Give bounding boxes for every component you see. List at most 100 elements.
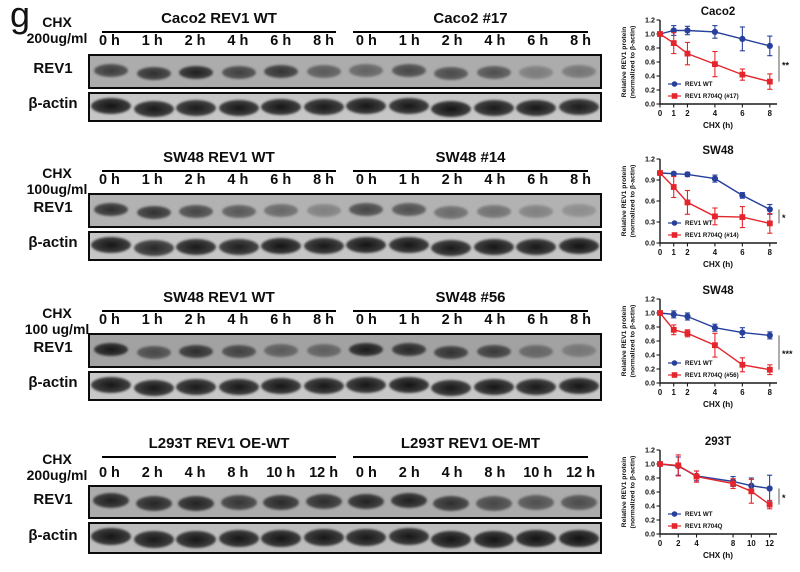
timepoint-labels: 0 h 1 h 2 h 4 h 6 h 8 h 0 h 1 h 2 h 4 h 6 h 8 h <box>88 172 602 191</box>
timepoint-label: 10 h <box>523 465 553 481</box>
protein-band <box>473 239 514 255</box>
protein-band <box>218 530 259 547</box>
protein-band <box>346 377 387 393</box>
protein-band <box>136 345 171 359</box>
protein-band <box>388 236 429 253</box>
protein-band <box>94 63 129 77</box>
protein-band <box>305 494 342 509</box>
significance-stars: ** <box>782 60 790 70</box>
timepoint-label: 4 h <box>484 172 506 188</box>
decay-chart-293t: 293T Relative REV1 protein (normalized to … <box>618 434 800 572</box>
timepoint-label: 2 h <box>441 172 463 188</box>
protein-band <box>133 100 174 117</box>
x-axis-label: CHX (h) <box>703 400 733 409</box>
blot-label-rev1: REV1 <box>33 60 73 77</box>
protein-band <box>346 237 387 253</box>
group-title: L293T REV1 OE-MT <box>400 435 541 452</box>
protein-band <box>176 379 217 395</box>
protein-band <box>261 99 302 115</box>
chx-label-line1: CHX <box>42 165 72 181</box>
data-point <box>766 485 773 492</box>
protein-band <box>261 529 302 547</box>
data-point <box>670 311 677 318</box>
y-tick-label: 0.6 <box>645 336 655 345</box>
timepoint-label: 8 h <box>227 465 249 481</box>
protein-band <box>261 238 302 254</box>
legend: REV1 WT REV1 R704Q (#56) <box>668 360 739 379</box>
protein-band <box>218 378 259 395</box>
data-point <box>766 42 773 50</box>
significance-stars: *** <box>782 349 793 359</box>
group-title: SW48 REV1 WT <box>163 149 275 166</box>
data-point <box>766 366 773 373</box>
protein-band <box>473 379 514 395</box>
data-point <box>766 206 773 213</box>
group-header-mutant: SW48 #14 <box>353 143 588 172</box>
y-axis-label-line2: (normalized to β-actin) <box>630 456 637 529</box>
protein-band <box>558 238 599 254</box>
protein-band <box>136 66 171 80</box>
data-point <box>657 170 663 176</box>
protein-band <box>179 205 214 218</box>
legend-label: REV1 R704Q (#56) <box>685 372 739 379</box>
data-point <box>739 329 746 336</box>
data-point <box>766 78 773 85</box>
blot-label-rev1: REV1 <box>33 491 73 508</box>
group-title: SW48 #14 <box>435 149 506 166</box>
y-axis-label-line2: (normalized to β-actin) <box>630 165 637 238</box>
rev1-western-blot <box>88 333 602 368</box>
protein-band <box>434 66 469 80</box>
protein-band <box>178 495 215 511</box>
protein-band <box>91 376 132 393</box>
group-header-mutant: SW48 #56 <box>353 283 588 312</box>
protein-band <box>476 345 511 358</box>
protein-band <box>91 528 132 545</box>
x-tick-label: 8 <box>731 539 736 548</box>
timepoint-label: 1 h <box>398 33 420 49</box>
x-tick-label: 8 <box>768 248 773 257</box>
group-title: SW48 REV1 WT <box>163 289 275 306</box>
significance-stars: * <box>782 213 786 223</box>
group-header-mutant: Caco2 #17 <box>353 4 588 33</box>
protein-band <box>516 99 557 116</box>
blot-row-293t: CHX 200ug/ml L293T REV1 OE-WT L293T REV1… <box>0 421 800 572</box>
protein-band <box>390 493 427 508</box>
timepoint-label: 0 h <box>98 172 120 188</box>
timepoint-label: 6 h <box>270 312 292 328</box>
protein-band <box>349 343 384 356</box>
x-tick-label: 4 <box>694 539 699 548</box>
timepoint-label: 0 h <box>355 465 377 481</box>
timepoint-label: 1 h <box>141 33 163 49</box>
timepoint-label: 1 h <box>141 172 163 188</box>
protein-band <box>264 65 299 78</box>
timepoint-label: 12 h <box>309 465 339 481</box>
chart-title: SW48 <box>702 145 734 157</box>
timepoint-label: 1 h <box>141 312 163 328</box>
protein-band <box>303 529 344 546</box>
timepoint-label: 2 h <box>184 172 206 188</box>
group-header-mutant: L293T REV1 OE-MT <box>353 429 588 458</box>
y-tick-label: 1.2 <box>645 154 655 163</box>
axes <box>659 299 777 384</box>
chx-label-line1: CHX <box>42 305 72 321</box>
x-tick-label: 0 <box>658 388 663 397</box>
data-point <box>657 461 663 467</box>
series-rev1-r704q-14- <box>657 170 773 234</box>
timepoint-label: 12 h <box>566 465 596 481</box>
protein-band <box>475 495 512 511</box>
timepoint-labels: 0 h 1 h 2 h 4 h 6 h 8 h 0 h 1 h 2 h 4 h 6 h 8 h <box>88 312 602 331</box>
y-axis-label-line2: (normalized to β-actin) <box>630 305 637 378</box>
timepoint-label: 4 h <box>227 33 249 49</box>
series-rev1-r704q <box>657 454 773 510</box>
timepoint-labels: 0 h 1 h 2 h 4 h 6 h 8 h 0 h 1 h 2 h 4 h 6 h 8 h <box>88 33 602 52</box>
timepoint-label: 4 h <box>227 172 249 188</box>
axes <box>659 159 777 244</box>
protein-band <box>261 378 302 394</box>
protein-band <box>434 345 469 359</box>
y-tick-label: 0.0 <box>645 238 655 247</box>
chart-title: SW48 <box>702 285 734 297</box>
y-tick-label: 1.2 <box>645 445 655 454</box>
blot-label-actin: β-actin <box>28 374 78 391</box>
protein-band <box>516 378 557 395</box>
protein-band <box>431 100 472 117</box>
